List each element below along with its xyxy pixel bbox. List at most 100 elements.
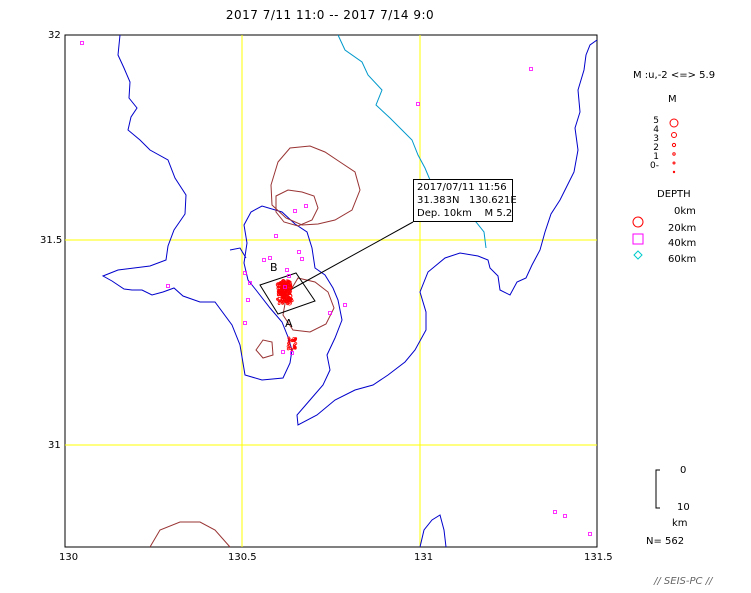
quake-marker — [286, 280, 290, 284]
x-tick-130-5: 130.5 — [228, 552, 257, 563]
quake-marker — [277, 291, 281, 295]
deep-quake-marker — [416, 102, 420, 106]
mag-0-symbol — [672, 170, 676, 174]
deep-quake-marker — [293, 209, 297, 213]
depth-20km-label: 20km — [668, 223, 697, 234]
quake-marker — [286, 347, 290, 351]
deep-quake-marker — [248, 281, 252, 285]
deep-quake-marker — [529, 67, 533, 71]
mainshock-marker — [280, 286, 290, 296]
quake-marker — [294, 342, 298, 345]
quake-marker — [287, 282, 291, 286]
depth-20-symbol — [632, 233, 644, 245]
quake-marker — [277, 288, 281, 292]
quake-marker — [281, 301, 285, 305]
quake-marker — [284, 298, 288, 302]
deep-quake-marker — [246, 298, 250, 302]
mag-level-3: 3 — [653, 134, 659, 144]
mag-1-symbol — [672, 161, 676, 165]
event-count: N= 562 — [646, 536, 685, 547]
deep-quake-marker — [300, 257, 304, 261]
event-info-box: 2017/07/11 11:56 31.383N 130.621E Dep. 1… — [413, 179, 517, 222]
mag-level-2: 2 — [653, 143, 659, 153]
magnitude-legend-title: M — [668, 94, 677, 105]
quake-marker — [281, 290, 285, 294]
deep-quake-marker — [290, 351, 294, 355]
caldera-outlines — [149, 145, 361, 548]
quake-marker — [283, 295, 287, 299]
quake-marker — [293, 338, 297, 342]
quake-marker — [277, 302, 281, 306]
deep-quake-marker — [243, 271, 247, 275]
depth-scale-top: 0 — [680, 465, 687, 476]
mag-2-symbol — [672, 152, 676, 156]
magnitude-levels: 5 4 3 2 1 0- — [647, 117, 659, 171]
map-frame — [64, 34, 598, 548]
depth-legend-title: DEPTH — [657, 189, 691, 200]
y-tick-31: 31 — [48, 440, 61, 451]
footer-credit: // SEIS-PC // — [654, 576, 713, 587]
quake-marker — [276, 296, 282, 302]
quake-marker — [280, 287, 284, 291]
x-tick-130: 130 — [59, 552, 79, 563]
deep-quake-marker — [243, 321, 247, 325]
quake-marker — [279, 293, 283, 297]
y-tick-31-5: 31.5 — [40, 235, 63, 246]
y-tick-32: 32 — [48, 30, 61, 41]
quake-marker — [287, 301, 291, 305]
deep-quake-marker — [304, 204, 308, 208]
depth-0-symbol — [632, 216, 644, 228]
mag-level-1: 1 — [653, 152, 659, 162]
mag-5-symbol — [669, 118, 679, 128]
depth-40-symbol — [633, 250, 643, 260]
coastline — [101, 34, 598, 548]
quake-marker — [276, 297, 279, 301]
deep-quake-marker — [328, 311, 332, 315]
deep-quake-marker — [80, 41, 84, 45]
magnitude-legend-symbols — [669, 118, 679, 174]
deep-quake-marker — [274, 234, 278, 238]
mag-level-0: 0- — [650, 161, 659, 171]
quake-marker — [289, 298, 293, 302]
quake-marker — [276, 293, 280, 297]
deep-quake-marker — [262, 258, 266, 262]
deep-quake-marker — [268, 256, 272, 260]
depth-40km-label: 40km — [668, 238, 697, 249]
section-label-a: A — [285, 317, 293, 330]
quake-marker — [278, 281, 282, 285]
magnitude-range: M :u,-2 <=> 5.9 — [633, 70, 716, 81]
quake-marker — [286, 345, 290, 348]
deep-quake-marker — [343, 303, 347, 307]
quake-marker — [285, 289, 289, 293]
x-tick-131: 131 — [414, 552, 434, 563]
earthquake-markers — [80, 41, 592, 536]
mag-3-symbol — [671, 142, 677, 148]
mag-4-symbol — [671, 132, 677, 138]
deep-quake-marker — [287, 274, 291, 278]
quake-marker — [292, 346, 296, 350]
quake-marker — [289, 289, 293, 293]
map-title: 2017 7/11 11:0 -- 2017 7/14 9:0 — [225, 8, 435, 22]
event-leader-line — [289, 221, 414, 291]
deep-quake-marker — [285, 268, 289, 272]
deep-quake-marker — [166, 284, 170, 288]
quake-marker — [287, 340, 291, 344]
deep-quake-marker — [297, 250, 301, 254]
mag-level-4: 4 — [653, 125, 659, 135]
deep-quake-marker — [283, 285, 287, 289]
depth-60km-label: 60km — [668, 254, 697, 265]
deep-quake-marker — [588, 532, 592, 536]
section-label-b: B — [270, 261, 278, 274]
deep-quake-marker — [553, 510, 557, 514]
quake-marker — [290, 348, 294, 351]
quake-marker — [276, 285, 280, 289]
quake-marker — [287, 300, 292, 306]
depth-scale-bracket — [655, 469, 660, 509]
cross-section-box — [259, 272, 316, 315]
deep-quake-marker — [281, 350, 285, 354]
deep-quake-marker — [563, 514, 567, 518]
quake-marker — [287, 336, 291, 340]
depth-scale-unit: km — [672, 518, 688, 529]
event-location: 31.383N 130.621E — [417, 195, 517, 206]
